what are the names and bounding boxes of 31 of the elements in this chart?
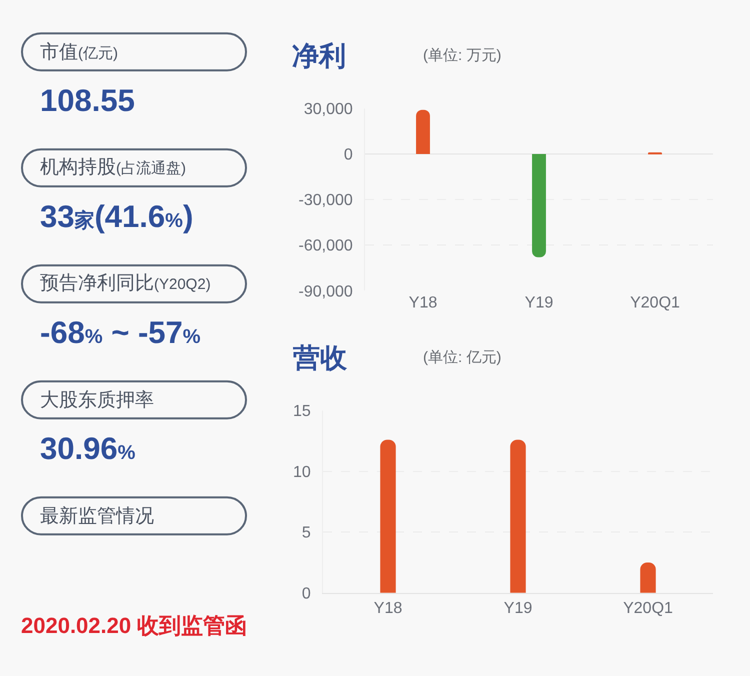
x-tick-label: Y20Q1 xyxy=(630,294,680,312)
y-tick-label: 0 xyxy=(302,585,311,602)
text: 市值(亿元) xyxy=(40,41,118,63)
y-tick-label: -60,000 xyxy=(298,238,353,255)
chart-title: 营收 xyxy=(292,343,348,373)
y-tick-label: 0 xyxy=(344,146,353,164)
x-tick-label: Y20Q1 xyxy=(623,600,674,618)
x-tick-label: Y18 xyxy=(408,294,438,312)
x-tick-label: Y19 xyxy=(504,600,532,618)
y-tick-label: -30,000 xyxy=(298,192,353,210)
y-tick-label: 5 xyxy=(302,524,311,542)
bar xyxy=(416,110,430,154)
x-tick-label: Y19 xyxy=(524,294,554,312)
x-tick-label: Y18 xyxy=(374,600,402,618)
chart-subtitle: (单位: 亿元) xyxy=(423,349,502,366)
y-tick-label: 30,000 xyxy=(304,100,353,118)
text: 预告净利同比(Y20Q2) xyxy=(40,273,211,294)
text: 最新监管情况 xyxy=(40,505,154,527)
chart-subtitle: (单位: 万元) xyxy=(423,47,502,64)
text: 30.96% xyxy=(40,431,136,466)
bar xyxy=(532,154,546,258)
y-tick-label: 10 xyxy=(293,464,311,481)
y-tick-label: 15 xyxy=(293,403,311,420)
text: 大股东质押率 xyxy=(40,389,154,411)
text: -68% ~ -57% xyxy=(40,315,201,350)
y-tick-label: -90,000 xyxy=(298,283,353,300)
chart-title: 净利 xyxy=(292,41,346,71)
text: 机构持股(占流通盘) xyxy=(40,157,186,178)
text: 33家(41.6%) xyxy=(40,199,194,234)
text: 108.55 xyxy=(40,83,135,118)
text: 2020.02.20 收到监管函 xyxy=(21,613,248,638)
